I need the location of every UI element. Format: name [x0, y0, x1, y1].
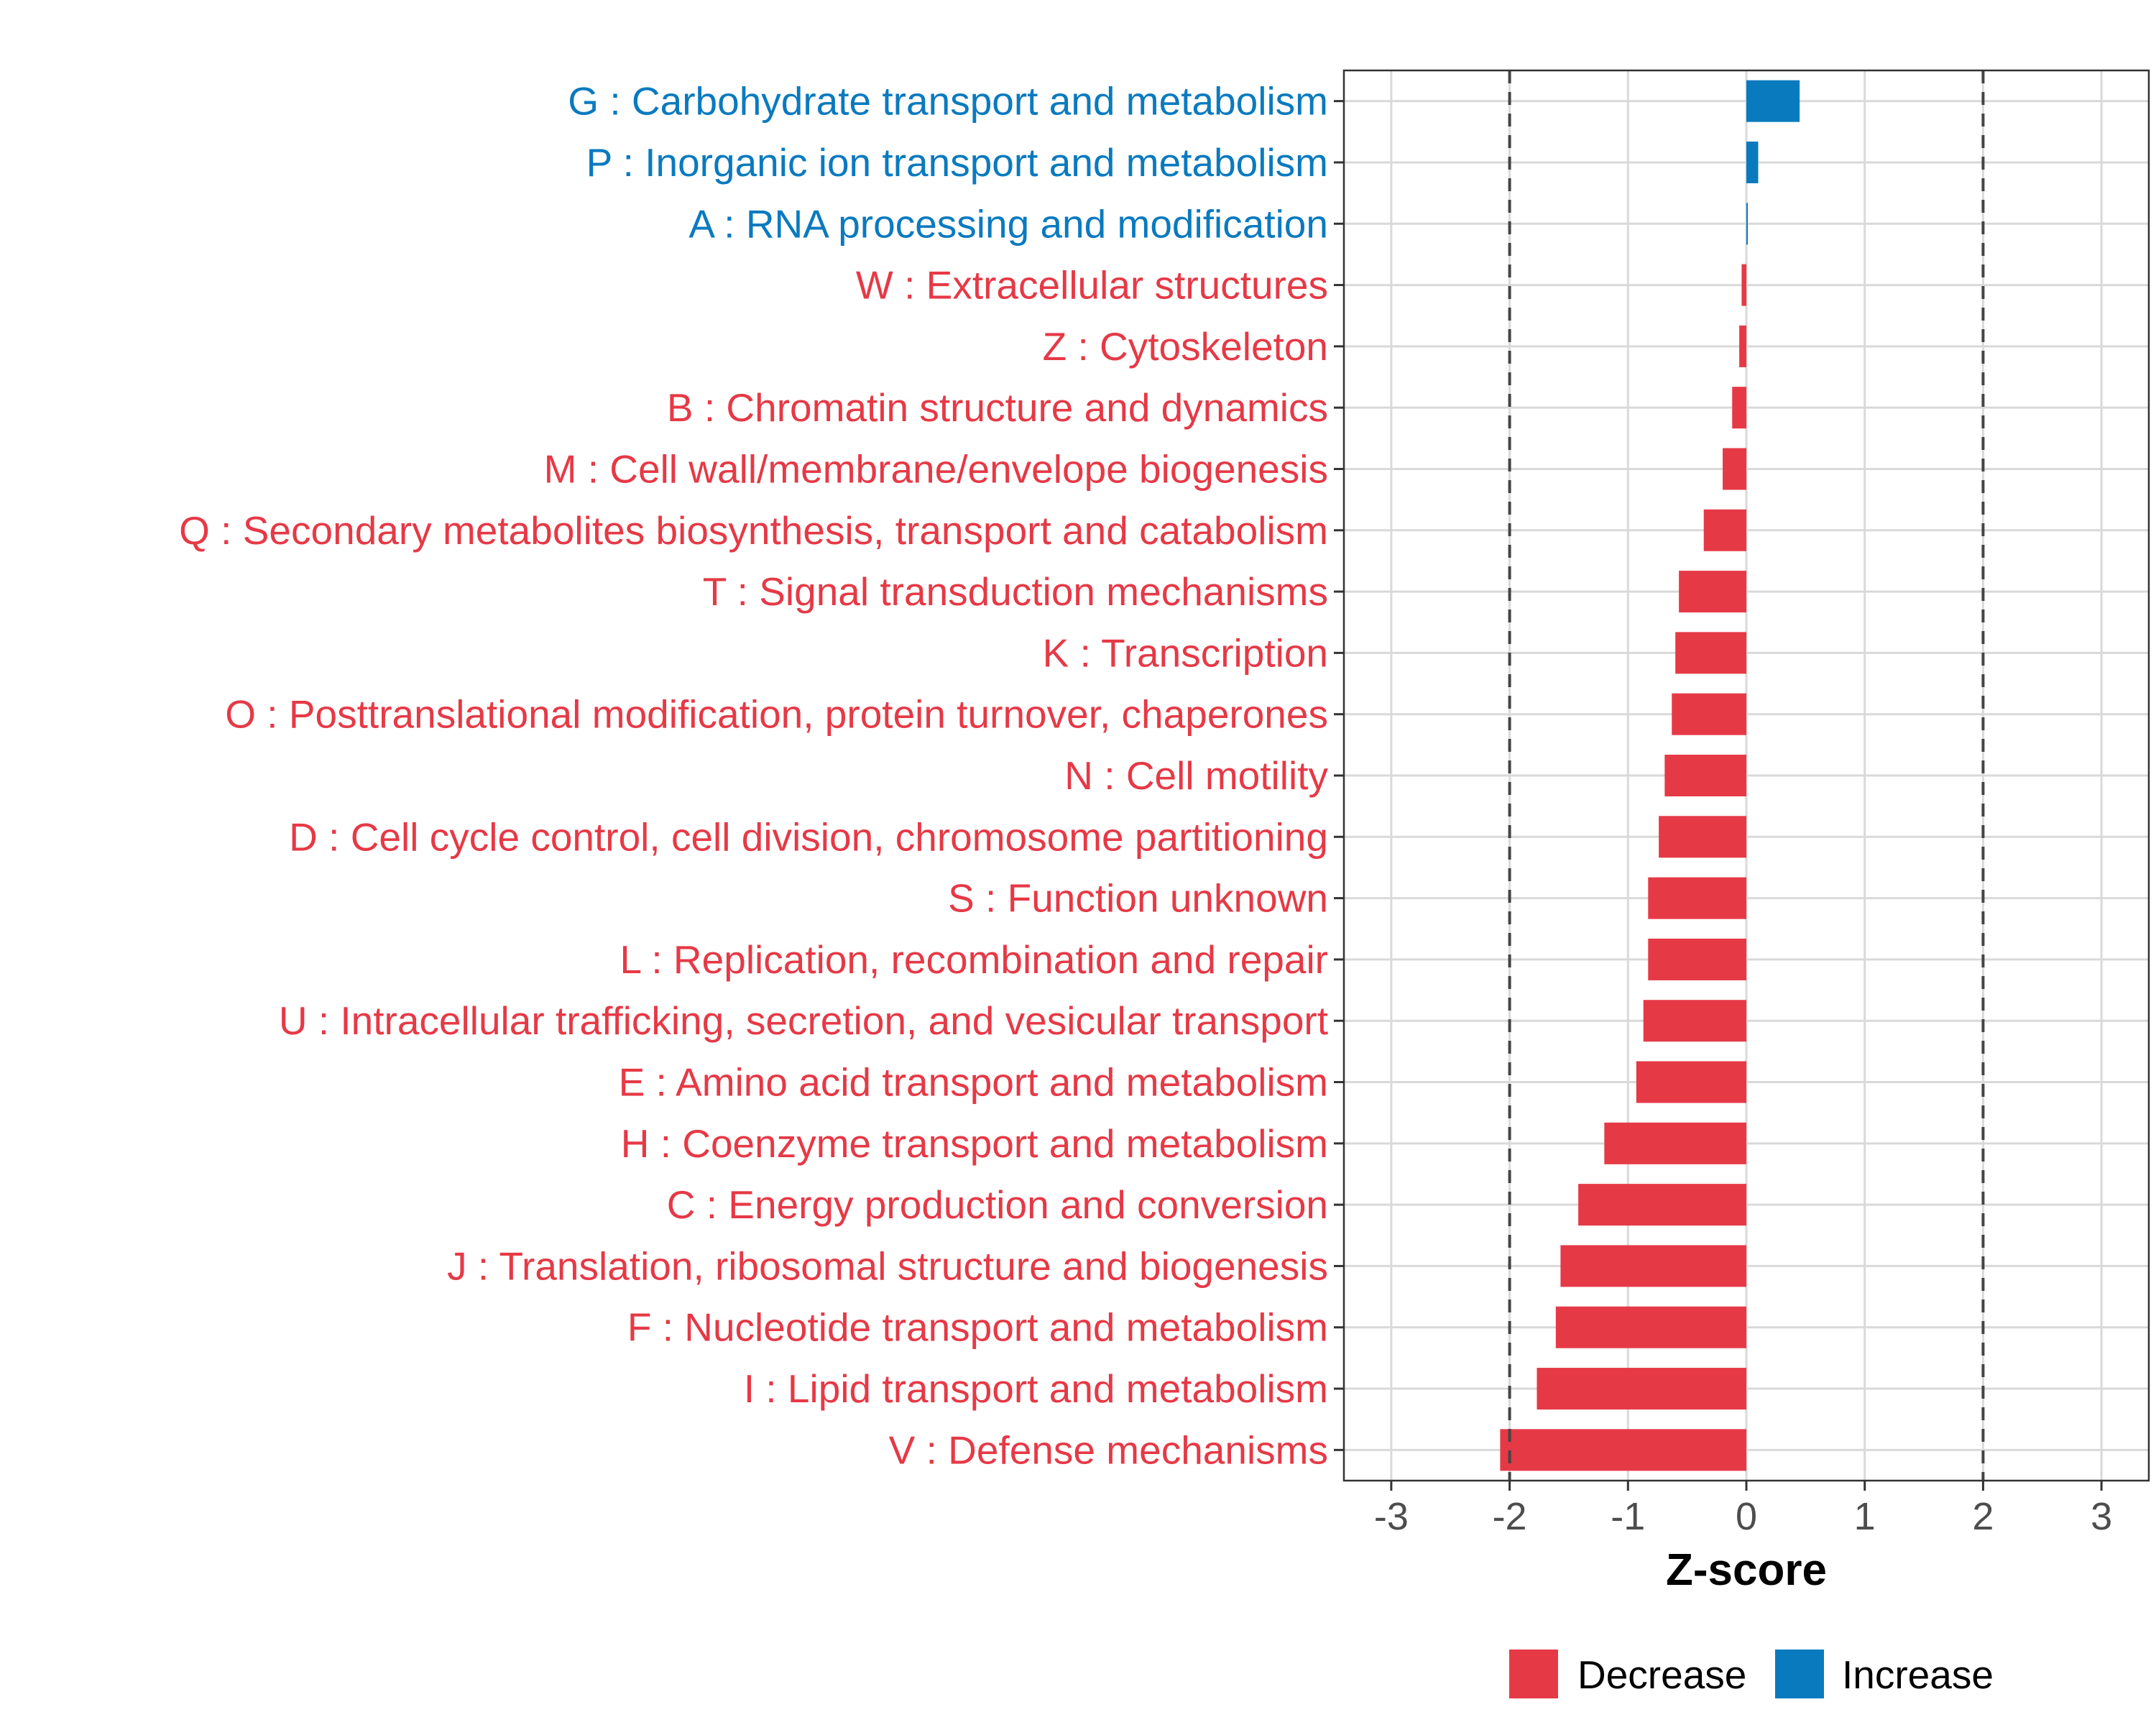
y-tick-label: Z : Cytoskeleton — [1043, 324, 1328, 369]
bar — [1746, 141, 1759, 183]
y-tick-label: S : Function unknown — [948, 876, 1328, 921]
bar — [1636, 1061, 1746, 1103]
legend-swatch — [1775, 1650, 1824, 1698]
y-tick-label: C : Energy production and conversion — [667, 1182, 1328, 1227]
legend-swatch — [1509, 1650, 1558, 1698]
y-tick-label: G : Carbohydrate transport and metabolis… — [568, 79, 1328, 124]
bar — [1643, 1000, 1746, 1042]
bar — [1604, 1122, 1746, 1164]
y-tick-label: V : Defense mechanisms — [889, 1427, 1328, 1472]
bar — [1723, 448, 1746, 490]
legend-label: Increase — [1842, 1652, 1994, 1697]
bar — [1703, 509, 1746, 551]
y-tick-label: F : Nucleotide transport and metabolism — [627, 1305, 1328, 1350]
y-tick-label: A : RNA processing and modification — [688, 201, 1328, 246]
y-tick-label: N : Cell motility — [1064, 753, 1328, 798]
y-tick-label: B : Chromatin structure and dynamics — [667, 385, 1328, 430]
x-tick-label: -2 — [1493, 1495, 1527, 1538]
y-tick-label: Q : Secondary metabolites biosynthesis, … — [179, 508, 1328, 553]
y-tick-label: O : Posttranslational modification, prot… — [225, 692, 1328, 737]
y-axis-labels: G : Carbohydrate transport and metabolis… — [179, 79, 1328, 1473]
bar — [1746, 203, 1748, 245]
bar — [1537, 1368, 1746, 1410]
y-tick-label: P : Inorganic ion transport and metaboli… — [586, 140, 1328, 185]
x-tick-label: -3 — [1374, 1495, 1409, 1538]
bar — [1500, 1429, 1746, 1471]
y-tick-label: D : Cell cycle control, cell division, c… — [289, 814, 1328, 859]
y-tick-label: U : Intracellular trafficking, secretion… — [279, 998, 1328, 1043]
legend-label: Decrease — [1577, 1652, 1746, 1697]
bar — [1578, 1184, 1746, 1226]
y-tick-label: M : Cell wall/membrane/envelope biogenes… — [544, 446, 1328, 491]
x-axis-title: Z-score — [1666, 1545, 1827, 1595]
bar — [1659, 816, 1746, 858]
x-tick-label: -1 — [1611, 1495, 1645, 1538]
y-axis-ticks — [1334, 100, 1344, 1451]
bar — [1741, 264, 1746, 306]
bar — [1664, 754, 1746, 797]
x-tick-label: 1 — [1854, 1495, 1876, 1538]
bar — [1679, 571, 1746, 613]
y-tick-label: E : Amino acid transport and metabolism — [619, 1060, 1328, 1105]
bar — [1739, 325, 1746, 367]
x-axis-ticks: -3 -2 -1 0 1 2 3 — [1374, 1481, 2112, 1538]
bars — [1500, 80, 1800, 1471]
y-tick-label: T : Signal transduction mechanisms — [703, 569, 1328, 614]
bar — [1555, 1306, 1746, 1348]
bar — [1732, 387, 1746, 429]
x-tick-label: 3 — [2091, 1495, 2112, 1538]
bar — [1560, 1245, 1746, 1287]
y-tick-label: K : Transcription — [1043, 630, 1328, 675]
bar — [1672, 693, 1746, 735]
y-tick-label: W : Extracellular structures — [856, 263, 1328, 308]
bar — [1675, 632, 1746, 674]
y-tick-label: H : Coenzyme transport and metabolism — [621, 1121, 1328, 1166]
legend: Decrease Increase — [1509, 1650, 1994, 1698]
bar — [1746, 80, 1800, 122]
x-tick-label: 2 — [1972, 1495, 1994, 1538]
x-tick-label: 0 — [1736, 1495, 1757, 1538]
bar — [1648, 938, 1746, 980]
bar — [1648, 877, 1746, 919]
reference-lines — [1508, 70, 1985, 1481]
y-tick-label: J : Translation, ribosomal structure and… — [447, 1243, 1328, 1288]
y-tick-label: I : Lipid transport and metabolism — [744, 1366, 1328, 1411]
y-tick-label: L : Replication, recombination and repai… — [620, 937, 1328, 982]
